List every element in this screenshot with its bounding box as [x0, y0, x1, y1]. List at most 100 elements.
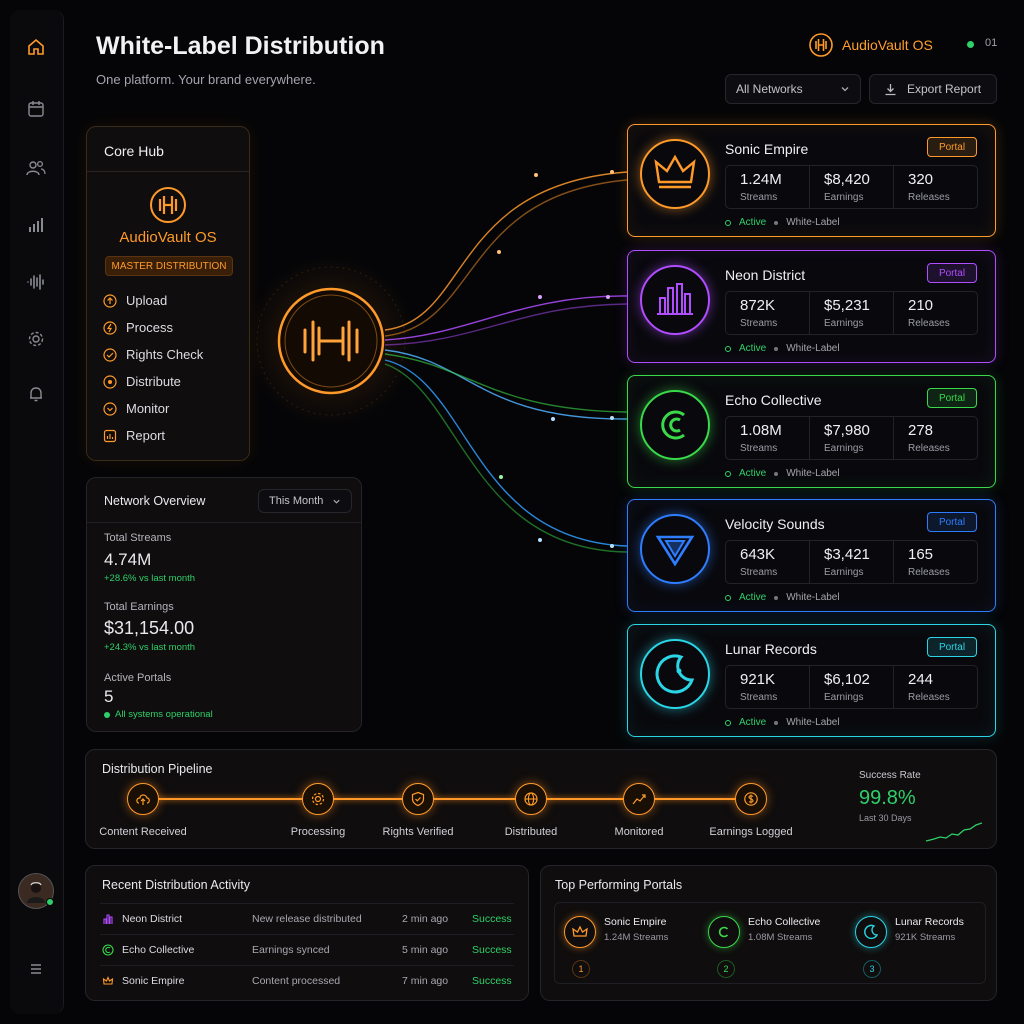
earnings-value: $3,421 — [824, 546, 870, 563]
bar-chart-icon[interactable] — [23, 212, 49, 238]
releases-value: 244 — [908, 671, 934, 688]
distribute-icon — [103, 374, 117, 389]
hub-step-report[interactable]: Report — [103, 428, 165, 443]
hub-step-process[interactable]: Process — [103, 320, 173, 335]
system-status: All systems operational — [104, 709, 213, 720]
trend-chart-icon — [632, 794, 646, 805]
brand-name: AudioVault OS — [842, 37, 933, 53]
stage-label: Monitored — [614, 826, 664, 838]
activity-row[interactable]: Sonic Empire Content processed 7 min ago… — [100, 965, 514, 995]
calendar-icon[interactable] — [23, 96, 49, 122]
network-overview-title: Network Overview — [104, 494, 206, 508]
period-select[interactable]: This Month — [258, 489, 352, 513]
earnings-value: $6,102 — [824, 671, 870, 688]
portal-status: Active White-Label — [725, 217, 840, 228]
home-icon[interactable] — [23, 34, 49, 60]
export-report-button[interactable]: Export Report — [869, 74, 997, 104]
waveform-icon[interactable] — [23, 269, 49, 295]
earnings-value: $5,231 — [824, 297, 870, 314]
portal-button[interactable]: Portal — [927, 263, 977, 283]
hub-step-upload[interactable]: Upload — [103, 293, 167, 308]
streams-label: Streams — [740, 692, 778, 703]
menu-icon[interactable] — [23, 956, 49, 982]
distribution-flow-graphic — [246, 170, 628, 553]
portal-stats: 1.24M Streams $8,420 Earnings 320 Releases — [725, 165, 978, 209]
portal-button[interactable]: Portal — [927, 512, 977, 532]
pipeline-stage-distributed[interactable] — [515, 783, 547, 815]
separator-dot — [774, 720, 779, 725]
top-portal-item[interactable]: Lunar Records 921K Streams — [855, 904, 996, 980]
top-portal-item[interactable]: Sonic Empire 1.24M Streams — [564, 904, 705, 980]
pipeline-stage-rights-verified[interactable] — [402, 783, 434, 815]
pipeline-stage-content-received[interactable] — [127, 783, 159, 815]
rank-badge: 3 — [863, 960, 881, 978]
total-earnings-value: $31,154.00 — [104, 618, 195, 638]
portal-card[interactable]: Lunar Records Portal 921K Streams $6,102 E… — [627, 624, 996, 737]
portal-card[interactable]: Echo Collective Portal 1.08M Streams $7,9… — [627, 375, 996, 488]
hub-step-monitor[interactable]: Monitor — [103, 401, 169, 416]
earnings-value: $7,980 — [824, 422, 870, 439]
stage-label: Distributed — [504, 826, 558, 838]
dollar-icon — [744, 792, 758, 806]
releases-value: 320 — [908, 171, 934, 188]
releases-value: 165 — [908, 546, 934, 563]
moon-icon — [640, 639, 710, 709]
activity-row[interactable]: Neon District New release distributed 2 … — [100, 903, 514, 933]
streams-label: Streams — [740, 567, 778, 578]
active-portals-label: Active Portals — [104, 672, 172, 684]
portal-button[interactable]: Portal — [927, 388, 977, 408]
audiovault-logo-icon — [149, 186, 187, 229]
chevron-down-icon — [841, 87, 849, 92]
portal-name: Sonic Empire — [725, 141, 809, 157]
active-dot — [725, 345, 731, 352]
gear-icon[interactable] — [23, 326, 49, 352]
crown-icon — [640, 139, 710, 209]
portal-card[interactable]: Velocity Sounds Portal 643K Streams $3,42… — [627, 499, 996, 612]
portal-name: Velocity Sounds — [725, 516, 825, 532]
earnings-label: Earnings — [824, 443, 864, 454]
portal-button[interactable]: Portal — [927, 637, 977, 657]
releases-label: Releases — [908, 192, 950, 203]
city-skyline-icon — [640, 265, 710, 335]
audiovault-logo-icon — [809, 33, 833, 57]
active-portals-value: 5 — [104, 687, 114, 706]
upload-icon — [103, 293, 117, 308]
status-dot — [967, 41, 974, 48]
active-dot — [725, 594, 731, 601]
gear-icon — [311, 792, 325, 806]
network-select[interactable]: All Networks — [725, 74, 861, 104]
hub-step-distribute[interactable]: Distribute — [103, 374, 181, 389]
activity-row[interactable]: Echo Collective Earnings synced 5 min ag… — [100, 934, 514, 964]
activity-title: Recent Distribution Activity — [102, 878, 250, 892]
master-distribution-badge: MASTER DISTRIBUTION — [105, 256, 233, 276]
total-streams-value: 4.74M — [104, 550, 152, 569]
top-portal-item[interactable]: Echo Collective 1.08M Streams — [708, 904, 849, 980]
hub-step-rights-check[interactable]: Rights Check — [103, 347, 203, 362]
streams-value: 872K — [740, 297, 776, 314]
pipeline-stage-earnings-logged[interactable] — [735, 783, 767, 815]
portal-status: Active White-Label — [725, 343, 840, 354]
portal-name: Echo Collective — [725, 392, 822, 408]
pipeline-stage-processing[interactable] — [302, 783, 334, 815]
separator-dot — [774, 220, 779, 225]
hub-brand-name: AudioVault OS — [119, 229, 217, 246]
portal-card[interactable]: Sonic Empire Portal 1.24M Streams $8,420 E… — [627, 124, 996, 237]
earnings-label: Earnings — [824, 318, 864, 329]
crown-icon — [102, 975, 114, 985]
portal-card[interactable]: Neon District Portal 872K Streams $5,231 E… — [627, 250, 996, 363]
avatar[interactable] — [18, 873, 54, 909]
stage-label: Processing — [290, 826, 346, 838]
portal-button[interactable]: Portal — [927, 137, 977, 157]
users-icon[interactable] — [23, 155, 49, 181]
echo-c-icon — [708, 916, 740, 948]
page-subtitle: One platform. Your brand everywhere. — [96, 72, 316, 87]
portal-stats: 1.08M Streams $7,980 Earnings 278 Releases — [725, 416, 978, 460]
streams-label: Streams — [740, 318, 778, 329]
releases-label: Releases — [908, 443, 950, 454]
pipeline-stage-monitored[interactable] — [623, 783, 655, 815]
releases-value: 210 — [908, 297, 934, 314]
streams-label: Streams — [740, 192, 778, 203]
releases-label: Releases — [908, 318, 950, 329]
bell-icon[interactable] — [23, 381, 49, 407]
status-badge: Success — [472, 943, 512, 956]
